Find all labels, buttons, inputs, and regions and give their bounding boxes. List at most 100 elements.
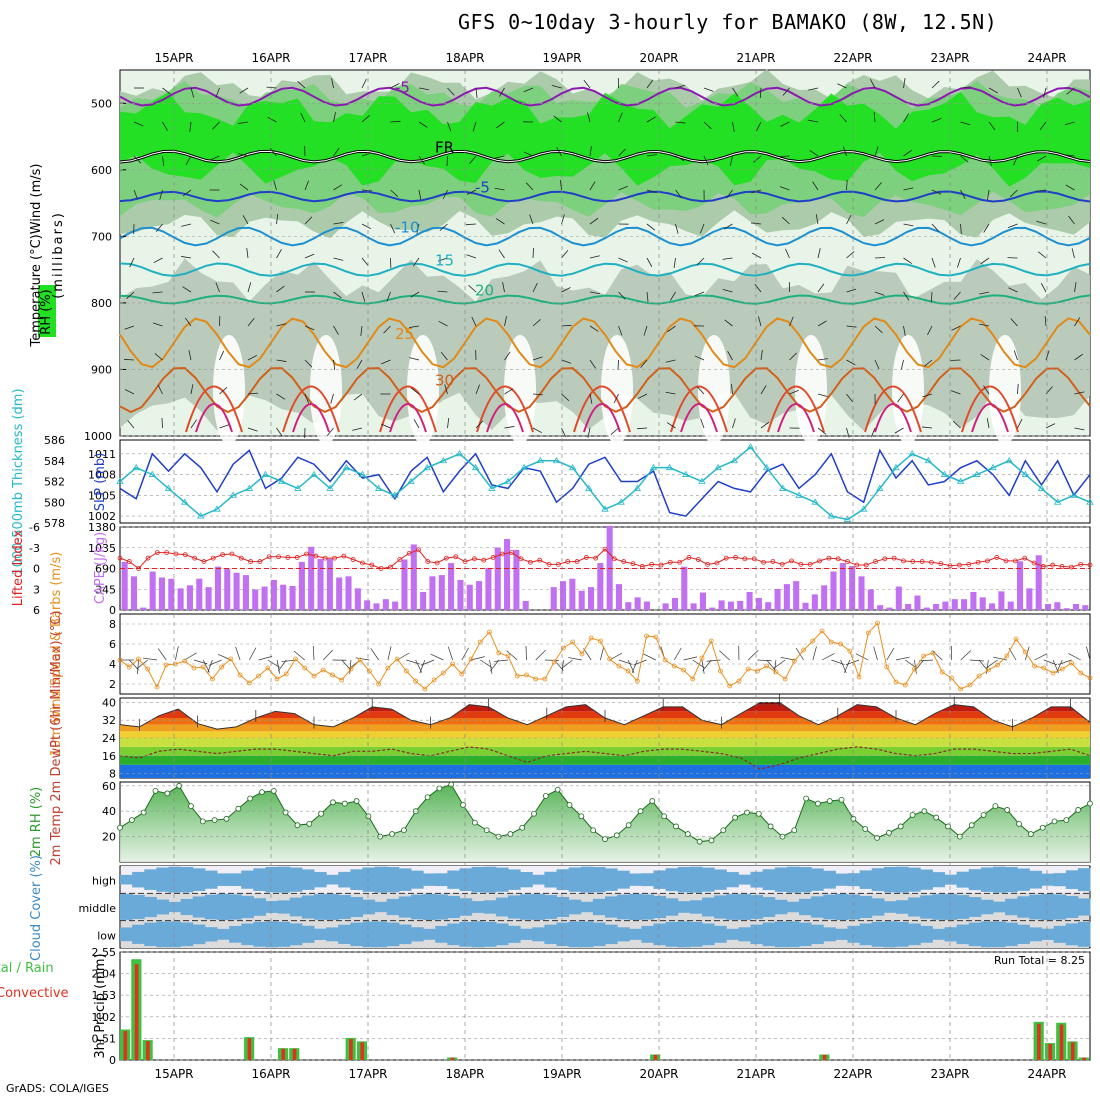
wind-barb <box>154 353 163 361</box>
cloud-level-label: middle <box>78 902 116 915</box>
cloud-cell <box>908 897 921 917</box>
cloud-cell <box>265 921 279 948</box>
cloud-cell <box>253 898 266 916</box>
cloud-cell <box>544 895 557 919</box>
wind-barb-10m <box>489 659 493 674</box>
rh-point <box>389 831 395 837</box>
wind-speed-point <box>163 662 169 668</box>
isotherm-line <box>119 294 1091 305</box>
wind-speed-point <box>330 672 335 678</box>
cloud-cell <box>968 922 982 947</box>
isotherm-label: -10 <box>395 218 420 236</box>
cape-bar <box>727 601 734 610</box>
cape-bar <box>121 561 128 610</box>
cloud-cell <box>556 869 570 891</box>
wind-barb <box>532 356 543 361</box>
wind-barb <box>987 189 990 200</box>
cloud-cell <box>774 899 788 915</box>
thickness-ylabel: 1000-500mb Thickness (dm) <box>11 388 26 575</box>
isotherm-loop <box>282 385 340 433</box>
date-label-top: 17APR <box>348 51 387 65</box>
wind-barb <box>727 351 733 361</box>
li-point <box>583 555 589 560</box>
wind-barb <box>666 422 676 429</box>
wind-barb-10m <box>701 659 705 674</box>
cape-bar <box>205 587 212 610</box>
wind-speed-point <box>348 666 354 672</box>
li-point <box>677 559 683 565</box>
temp-tick-label: 24 <box>102 732 116 745</box>
wind-barb <box>494 155 505 159</box>
cloud-ylabel: Cloud Cover (%) <box>29 855 44 961</box>
wind-barb <box>523 151 534 157</box>
isotherm-line <box>119 366 1091 414</box>
rh-point <box>791 827 798 834</box>
wind-barb-10m <box>157 648 167 661</box>
cape-bar <box>289 585 296 610</box>
wind-barb <box>383 325 391 334</box>
cape-bar <box>196 578 203 610</box>
cloud-cell <box>338 871 351 888</box>
cloud-cell <box>714 895 727 919</box>
li-point <box>1031 560 1037 566</box>
wind-barb <box>869 78 876 89</box>
li-point <box>481 557 487 563</box>
wind-barb-10m <box>184 652 197 661</box>
rh-point <box>235 805 242 812</box>
wind-barb <box>1010 318 1018 327</box>
cape-bar <box>410 544 417 610</box>
li-point <box>602 546 608 552</box>
wind-barb <box>157 384 163 395</box>
cloud-cell <box>350 869 363 891</box>
cloud-cell <box>799 867 812 893</box>
cloud-cell <box>241 870 254 889</box>
cloud-cell <box>786 866 800 893</box>
chart-title: GFS 0~10day 3-hourly for BAMAKO (8W, 12.… <box>458 10 998 34</box>
isotherm-line <box>119 317 1091 369</box>
cloud-cell <box>217 894 230 920</box>
rh-area <box>120 784 1090 862</box>
wind-barb <box>553 115 562 123</box>
wind-speed-point <box>939 669 945 675</box>
wind-speed-point <box>265 665 271 671</box>
precip-tick-label: 1.02 <box>92 1011 117 1024</box>
precip-conv-bar <box>1070 1042 1075 1060</box>
wind-barb <box>333 291 342 299</box>
thickness-point <box>1086 498 1094 505</box>
precip-conv-bar <box>822 1054 827 1060</box>
wind-barb <box>152 322 163 327</box>
wind-speed-point <box>718 668 723 674</box>
cape-bar <box>186 585 193 610</box>
wind-barb <box>561 359 572 364</box>
cape-bar <box>970 591 977 610</box>
wind-barb <box>812 181 819 191</box>
cloud-cell <box>192 896 206 918</box>
wind-barb <box>219 424 230 429</box>
wind-barb <box>409 357 420 361</box>
wind-speed-point <box>644 633 649 639</box>
cloud-cell <box>253 868 266 892</box>
thickness-point <box>116 477 124 484</box>
isotherm-loop-inner <box>389 403 427 433</box>
cape-bar <box>951 599 958 610</box>
wind-barb <box>1065 184 1075 191</box>
li-point <box>901 558 906 564</box>
cape-bar <box>1035 555 1042 610</box>
wind-speed-point <box>413 678 419 684</box>
wind-speed-point <box>662 657 668 663</box>
thickness-point <box>827 512 836 519</box>
wind-barb <box>903 291 910 301</box>
wind-barb <box>532 319 541 327</box>
cloud-cell <box>374 866 388 893</box>
thickness-point <box>649 463 658 471</box>
cape-bar <box>923 607 930 610</box>
wind-barb-10m <box>633 659 647 666</box>
wind-barb <box>722 289 733 293</box>
wind-speed-point <box>773 669 779 675</box>
cloud-cell <box>423 873 436 886</box>
wind-barb <box>155 223 163 233</box>
temp-band <box>120 755 1090 765</box>
isotherm-label: 20 <box>475 282 494 300</box>
wind-barb <box>561 393 570 401</box>
wind-barb <box>874 219 885 225</box>
